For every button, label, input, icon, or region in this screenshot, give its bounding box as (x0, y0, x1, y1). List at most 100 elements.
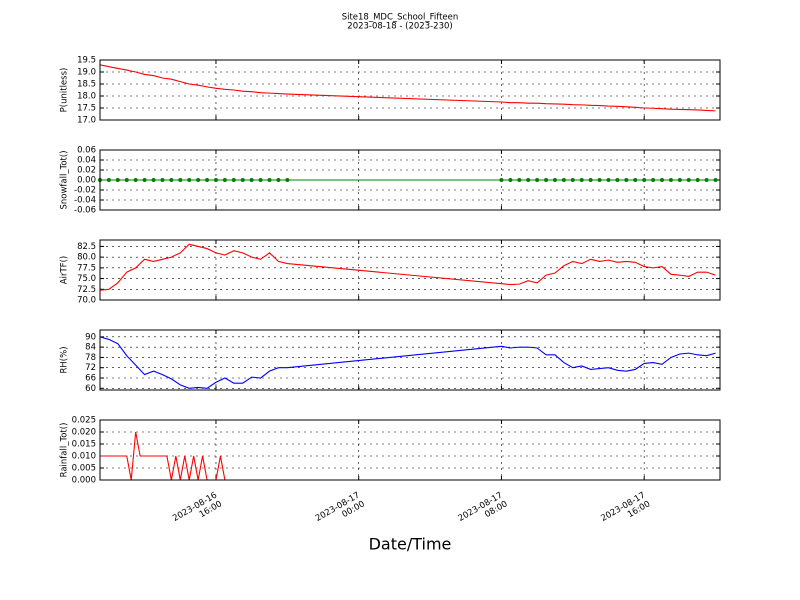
data-line (99, 243, 716, 291)
data-point (205, 178, 210, 182)
data-point (615, 178, 620, 182)
data-point (579, 178, 584, 182)
plot-frame (99, 239, 721, 301)
data-point (240, 178, 245, 182)
panel: Snowfall_Tot()-0.06-0.04-0.020.000.020.0… (60, 146, 721, 216)
y-tick-label: 17.0 (77, 116, 96, 126)
data-point (133, 178, 138, 182)
data-line (99, 64, 716, 112)
data-point (552, 178, 557, 182)
data-point (588, 178, 593, 182)
data-point (535, 178, 540, 182)
y-tick-label: 0.00 (77, 176, 96, 186)
y-tick-label: 84 (85, 343, 96, 353)
data-point (276, 178, 281, 182)
data-point (606, 178, 611, 182)
data-point (704, 178, 709, 182)
y-tick-label: -0.02 (74, 186, 96, 196)
y-tick-label: 0.015 (72, 440, 96, 450)
y-axis-label: RH(%) (60, 346, 70, 373)
data-point (624, 178, 629, 182)
y-axis-label: AirTF() (60, 256, 70, 284)
data-point (597, 178, 602, 182)
y-tick-label: 0.04 (77, 156, 96, 166)
data-point (570, 178, 575, 182)
y-tick-label: -0.06 (74, 206, 96, 216)
y-tick-label: 17.5 (77, 104, 96, 114)
data-point (285, 178, 290, 182)
data-point (213, 178, 218, 182)
figure-subtitle: 2023-08-18 - (2023-230) (347, 22, 452, 32)
panel: Rainfall_Tot()0.000 0.005 0.010 0.015 0.020 0… (60, 416, 721, 486)
data-point (544, 178, 549, 182)
data-point (151, 178, 156, 182)
data-point (686, 178, 691, 182)
data-point (526, 178, 531, 182)
y-axis-label: P(unitless) (60, 68, 70, 113)
data-point (142, 178, 147, 182)
y-tick-label: 0.025 (72, 416, 96, 426)
x-tick-label: 2023-08-1616:00 (171, 490, 224, 532)
data-point (642, 178, 647, 182)
y-tick-label: 0.000 (72, 476, 96, 486)
plot-frame (99, 149, 721, 211)
data-point (713, 178, 718, 182)
y-tick-label: 70.0 (77, 296, 96, 306)
data-point (178, 178, 183, 182)
y-tick-label: 66 (85, 374, 96, 384)
data-line (99, 336, 716, 389)
y-tick-label: 80.0 (77, 253, 96, 263)
data-point (660, 178, 665, 182)
data-point (124, 178, 129, 182)
data-point (517, 178, 522, 182)
data-point (633, 178, 638, 182)
y-tick-label: 18.0 (77, 92, 96, 102)
y-tick-label: 78 (85, 353, 96, 363)
data-point (651, 178, 656, 182)
y-tick-label: 75.0 (77, 274, 96, 284)
panel: AirTF() 70.072.575.077.580.082.5 (60, 239, 721, 306)
data-point (160, 178, 165, 182)
y-tick-label: 0.010 (72, 452, 96, 462)
data-point (258, 178, 263, 182)
x-axis-label: Date/Time (369, 535, 452, 554)
y-tick-label: 60 (85, 384, 96, 394)
y-tick-label: 82.5 (77, 242, 96, 252)
data-point (677, 178, 682, 182)
data-point (561, 178, 566, 182)
y-tick-label: 77.5 (77, 263, 96, 273)
y-axis-label: Rainfall_Tot() (60, 423, 70, 478)
data-point (267, 178, 272, 182)
data-point (668, 178, 673, 182)
y-tick-label: 72.5 (77, 285, 96, 295)
data-point (169, 178, 174, 182)
x-tick-label: 2023-08-1708:00 (456, 490, 509, 532)
data-point (249, 178, 254, 182)
data-point (106, 178, 111, 182)
plot-frame (99, 329, 721, 391)
plot-frame (99, 419, 721, 481)
y-tick-label: 19.0 (77, 68, 96, 78)
data-point (231, 178, 236, 182)
x-tick-label: 2023-08-1700:00 (314, 490, 367, 532)
data-point (695, 178, 700, 182)
x-tick-label: 2023-08-1716:00 (599, 490, 652, 532)
plot-frame (99, 59, 721, 121)
y-tick-label: 0.06 (77, 146, 96, 156)
y-tick-label: 0.005 (72, 464, 96, 474)
y-axis-label: Snowfall_Tot() (60, 150, 70, 209)
panel: P(unitless) 17.0 17.5 18.0 18.5 19.0 19.5 (60, 56, 721, 126)
data-point (115, 178, 120, 182)
y-tick-label: 0.020 (72, 428, 96, 438)
y-tick-label: 72 (85, 363, 96, 373)
y-tick-label: 19.5 (77, 56, 96, 66)
data-point (508, 178, 513, 182)
data-point (196, 178, 201, 182)
data-point (222, 178, 227, 182)
data-point (499, 178, 504, 182)
y-tick-label: 0.02 (77, 166, 96, 176)
y-tick-label: -0.04 (74, 196, 96, 206)
y-tick-label: 18.5 (77, 80, 96, 90)
